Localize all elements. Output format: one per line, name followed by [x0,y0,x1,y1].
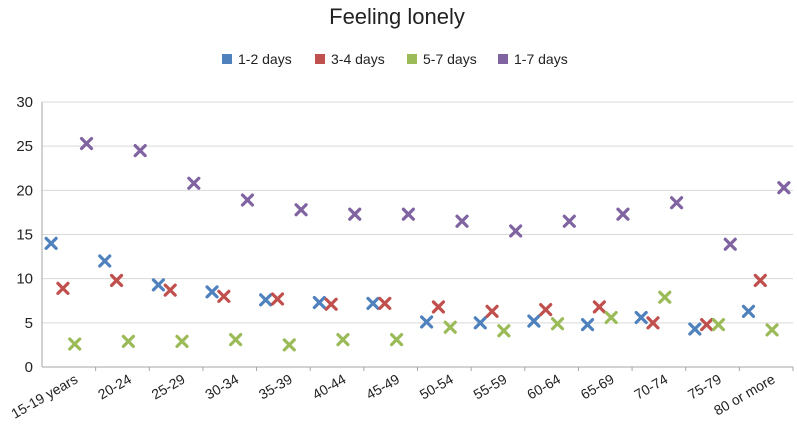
data-point [324,297,338,311]
data-point [669,196,684,210]
data-point [580,318,595,332]
data-point [634,310,648,325]
data-point [336,333,350,347]
data-point [550,317,565,331]
x-tick-label: 45-49 [363,371,402,403]
data-point [79,136,94,151]
data-point [163,283,177,297]
data-point [562,214,576,228]
legend-label: 1-2 days [238,51,292,67]
data-point [389,333,404,347]
legend-label: 5-7 days [423,51,477,67]
data-point [658,290,672,304]
y-tick-label: 15 [16,227,33,244]
y-tick-label: 10 [16,271,33,288]
data-points [44,136,791,352]
data-point [187,176,201,190]
data-point [509,224,523,238]
data-point [604,310,618,325]
x-tick-label: 30-34 [202,371,241,403]
data-point [592,300,606,314]
legend-swatch [315,54,325,64]
x-axis-ticks: 15-19 years 20-24 25-29 30-34 35-39 40-44 45-4… [8,367,794,422]
data-point [616,207,630,221]
legend: 1-2 days 3-4 days 5-7 days 1-7 days [222,51,568,67]
data-point [175,334,189,348]
legend-label: 3-4 days [331,51,385,67]
y-tick-label: 25 [16,138,33,155]
data-point [56,281,70,295]
y-tick-label: 5 [25,315,33,332]
x-tick-label: 80 or more [711,371,778,419]
data-point [240,193,255,207]
y-tick-label: 0 [25,359,33,376]
data-point [688,322,702,336]
data-point [765,323,779,337]
data-point [777,181,791,195]
data-point [109,273,124,288]
legend-swatch [222,54,232,64]
data-point [151,278,166,292]
gridlines [41,101,793,368]
x-tick-label: 35-39 [256,371,295,403]
data-point [420,315,434,329]
data-point [282,338,296,352]
x-tick-label: 15-19 years [8,371,80,422]
x-tick-label: 40-44 [310,371,349,403]
data-point [217,289,231,303]
y-axis-ticks: 0 5 10 15 20 25 30 [16,94,33,376]
x-tick-label: 55-59 [470,371,509,403]
data-point [431,300,446,314]
data-point [711,318,726,332]
data-point [133,143,147,158]
data-point [312,295,326,310]
data-point [455,214,469,228]
data-point [294,203,308,217]
x-tick-label: 25-29 [149,371,188,403]
chart-title: Feeling lonely [329,4,465,29]
data-point [753,273,767,288]
x-tick-label: 60-64 [524,371,563,403]
data-point [485,304,499,318]
data-point [229,333,243,347]
data-point [527,314,541,328]
data-point [98,254,112,268]
y-tick-label: 20 [16,182,33,199]
y-tick-label: 30 [16,94,33,111]
data-point [741,304,756,318]
x-tick-label: 70-74 [631,371,670,403]
data-point [443,320,457,334]
data-point [723,237,737,251]
data-point [366,296,380,310]
legend-swatch [407,54,417,64]
data-point [259,293,273,307]
x-tick-label: 20-24 [95,371,134,403]
legend-label: 1-7 days [514,51,568,67]
x-tick-label: 65-69 [578,371,617,403]
data-point [539,302,553,317]
data-point [700,318,714,332]
legend-swatch [498,54,508,64]
data-point [348,207,362,221]
data-point [473,316,487,330]
x-tick-label: 50-54 [417,371,456,403]
data-point [497,324,511,338]
data-point [270,292,285,306]
data-point [68,337,82,351]
x-tick-label: 75-79 [685,371,724,403]
data-point [646,316,660,330]
data-point [401,207,415,221]
data-point [121,334,135,348]
data-point [205,285,219,299]
data-point [378,296,392,310]
data-point [44,236,58,250]
